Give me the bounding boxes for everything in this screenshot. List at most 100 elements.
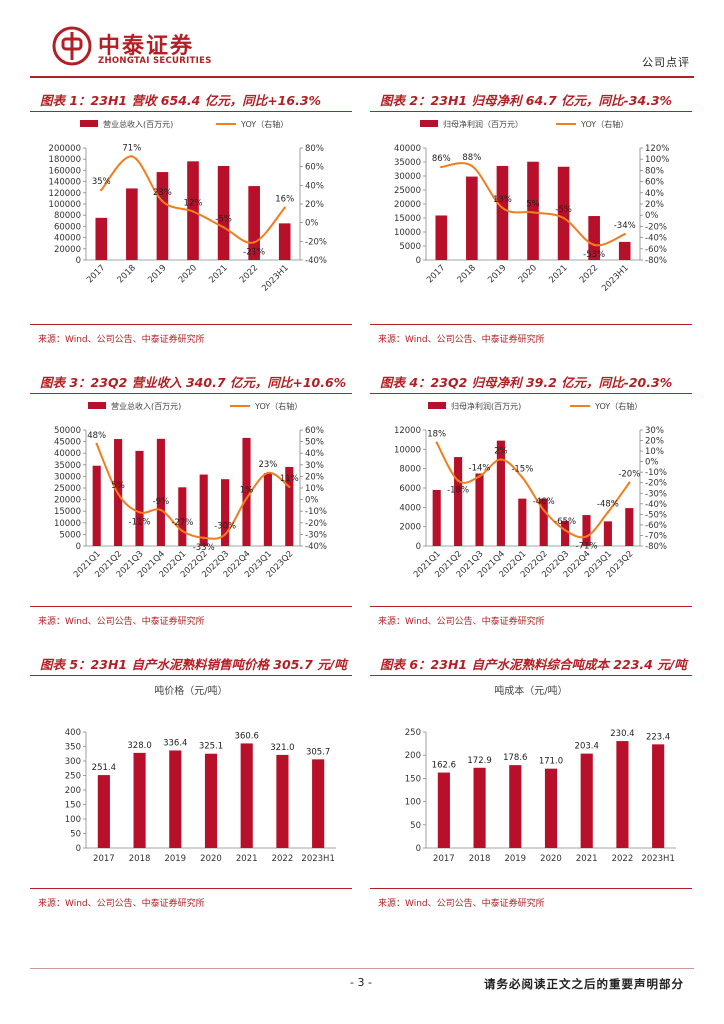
y-tick-label: 10000: [394, 228, 421, 238]
brand-name-en: ZHONGTAI SECURITIES: [98, 56, 212, 66]
y2-tick-label: 20%: [305, 472, 324, 482]
y2-tick-label: -30%: [305, 530, 327, 540]
bar: [616, 741, 629, 848]
yoy-value-label: 48%: [87, 431, 106, 441]
y-tick-label: 250: [405, 728, 421, 738]
x-tick-label: 2021: [236, 854, 258, 864]
bar: [454, 457, 463, 546]
y-tick-label: 40000: [54, 449, 81, 459]
y-tick-label: 8000: [399, 465, 421, 475]
y2-tick-label: 100%: [645, 155, 669, 165]
bar: [169, 750, 182, 848]
y-tick-label: 0: [416, 844, 421, 854]
figure-panel-1: 图表 1：23H1 营收 654.4 亿元，同比+16.3% 营业总收入(百万元…: [30, 90, 352, 358]
bar: [178, 487, 187, 546]
bar: [92, 465, 101, 546]
price-per-ton-chart: 吨价格（元/吨） 0 50 100 150 200 250 300 350 400 251.4 328…: [65, 684, 336, 864]
bar-value-label: 178.6: [503, 753, 527, 763]
y-tick-label: 4000: [399, 503, 421, 513]
yoy-value-label: -48%: [597, 499, 619, 509]
bar-value-label: 162.6: [432, 761, 456, 771]
x-tick-label: 2021: [207, 263, 229, 285]
brand-name-cn: 中泰证券: [98, 34, 195, 59]
x-tick-label: 2023H1: [600, 263, 631, 294]
x-tick-label: 2023H1: [641, 854, 674, 864]
yoy-value-label: -46%: [533, 497, 555, 507]
yoy-point: [138, 511, 141, 514]
y2-tick-label: 60%: [305, 163, 324, 173]
figure-panel-5: 图表 5：23H1 自产水泥熟料销售吨价格 305.7 元/吨 吨价格（元/吨）…: [30, 654, 352, 922]
figure-title: 图表 5：23H1 自产水泥熟料销售吨价格 305.7 元/吨: [30, 654, 352, 676]
figure-source: 来源：Wind、公司公告、中泰证券研究所: [38, 335, 205, 345]
x-tick-label: 2023H1: [260, 263, 291, 294]
y2-tick-label: 10%: [645, 447, 664, 457]
legend-line-label: YOY（右轴）: [580, 119, 628, 129]
figure-panel-3: 图表 3：23Q2 营业收入 340.7 亿元，同比+10.6% 营业总收入(百…: [30, 372, 352, 640]
figure-source: 来源：Wind、公司公告、中泰证券研究所: [38, 899, 205, 909]
figure-divider: [370, 888, 692, 889]
y-tick-label: 0: [416, 256, 421, 266]
chart-title: 吨价格（元/吨）: [154, 684, 227, 697]
y2-tick-label: 0%: [305, 496, 319, 506]
bar: [561, 520, 570, 546]
bar: [435, 215, 448, 260]
y2-tick-label: 80%: [305, 144, 324, 154]
y-tick-label: 300: [65, 757, 81, 767]
yoy-value-label: -11%: [129, 517, 151, 527]
bar: [518, 498, 527, 546]
bar-value-label: 203.4: [575, 742, 599, 752]
x-tick-label: 2019: [486, 263, 508, 285]
yoy-point: [100, 188, 103, 192]
bar: [580, 753, 593, 848]
y-tick-label: 15000: [394, 214, 421, 224]
yoy-value-label: -15%: [511, 464, 533, 474]
x-tick-label: 2023H1: [301, 854, 334, 864]
y-tick-label: 25000: [54, 484, 81, 494]
page-number: - 3 -: [350, 976, 372, 989]
y2-tick-label: -20%: [305, 519, 327, 529]
bar: [582, 515, 591, 546]
y-tick-label: 350: [65, 743, 81, 753]
y-tick-label: 35000: [54, 461, 81, 471]
bar: [199, 474, 208, 546]
y2-tick-label: 0%: [645, 211, 659, 221]
bar: [539, 498, 548, 546]
y2-tick-label: 20%: [645, 200, 664, 210]
yoy-value-label: 86%: [432, 154, 451, 164]
y2-tick-label: -40%: [305, 542, 327, 552]
bar-value-label: 336.4: [163, 738, 187, 748]
y-tick-label: 50000: [54, 426, 81, 436]
y2-tick-label: 40%: [305, 181, 324, 191]
x-tick-label: 2019: [146, 263, 168, 285]
y2-tick-label: -10%: [645, 468, 667, 478]
legend-line-label: YOY（右轴）: [594, 401, 642, 411]
y2-tick-label: 40%: [645, 189, 664, 199]
bar: [625, 508, 634, 546]
yoy-point: [501, 206, 504, 210]
yoy-point: [130, 155, 134, 158]
y2-tick-label: -80%: [645, 256, 667, 266]
bar: [97, 775, 110, 848]
yoy-value-label: 11%: [280, 474, 299, 484]
y2-tick-label: -70%: [645, 531, 667, 541]
x-tick-label: 2022: [238, 263, 260, 285]
y2-tick-label: -40%: [305, 256, 327, 266]
yoy-point: [245, 497, 248, 500]
yoy-value-label: 23%: [153, 188, 172, 198]
x-tick-label: 2020: [517, 263, 539, 285]
y-tick-label: 160000: [49, 166, 81, 176]
x-tick-label: 2020: [200, 854, 222, 864]
figure-title: 图表 4：23Q2 归母净利 39.2 亿元，同比-20.3%: [370, 372, 692, 394]
figure-title: 图表 2：23H1 归母净利 64.7 亿元，同比-34.3%: [370, 90, 692, 112]
y-tick-label: 15000: [54, 507, 81, 517]
x-tick-label: 2022: [272, 854, 294, 864]
legend-line-label: YOY（右轴）: [254, 401, 302, 411]
y-tick-label: 30000: [54, 472, 81, 482]
bar: [135, 450, 144, 546]
figure-source: 来源：Wind、公司公告、中泰证券研究所: [378, 617, 545, 627]
bar: [544, 768, 558, 848]
yoy-point: [542, 508, 545, 512]
bar-value-label: 321.0: [270, 743, 294, 753]
figure-panel-6: 图表 6：23H1 自产水泥熟料综合吨成本 223.4 元/吨 吨成本（元/吨）…: [370, 654, 692, 922]
yoy-value-label: -65%: [554, 517, 576, 527]
